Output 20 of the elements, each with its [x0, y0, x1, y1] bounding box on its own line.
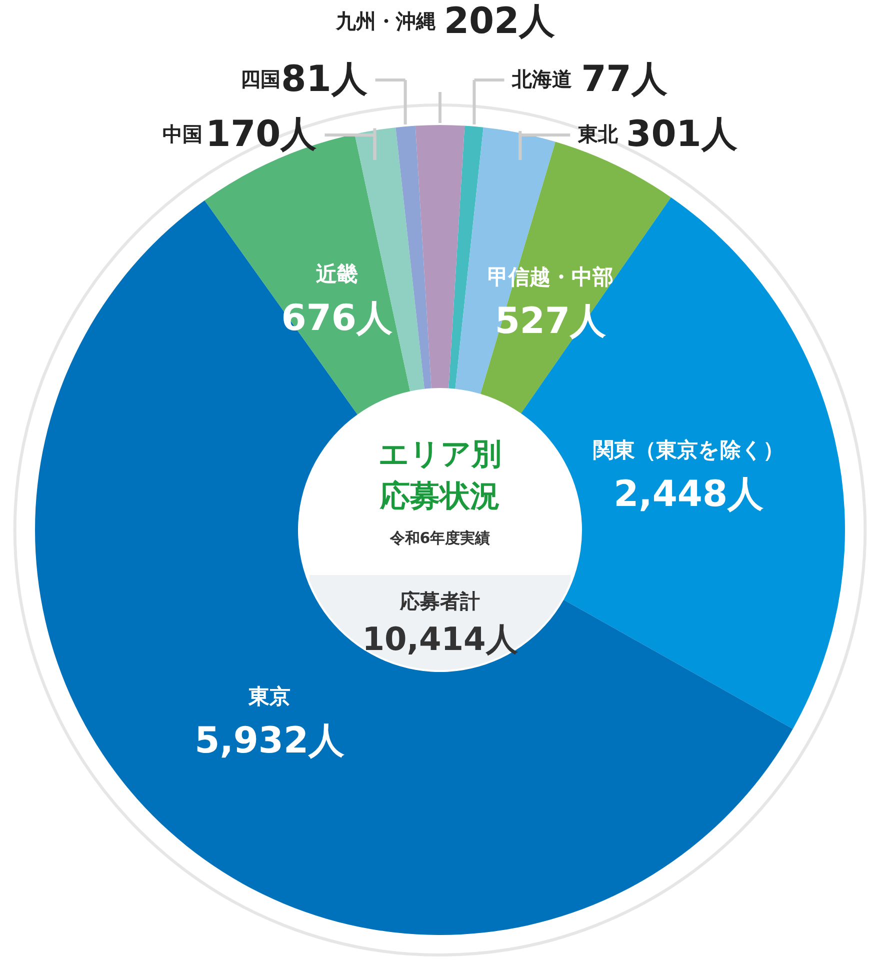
data-label: 81人 [281, 59, 368, 100]
text: エリア別応募状況 [378, 437, 502, 514]
slice-label: 北海道 [511, 67, 572, 91]
slice-label: 四国 [240, 67, 280, 91]
data-label: 202人 [444, 1, 556, 42]
slice-label: 東北 [577, 122, 620, 146]
data-label: 676人 [281, 298, 392, 339]
slice-label: 東京 [248, 684, 291, 709]
data-label: 2,448人 [614, 474, 764, 516]
data-label: 170人 [206, 114, 317, 155]
slice-label: 九州・沖縄 [335, 9, 436, 33]
slice-label: 関東（東京を除く） [593, 438, 784, 462]
text: 10,414人 [362, 620, 519, 658]
data-label: 301人 [626, 114, 738, 155]
text: 応募者計 [399, 589, 480, 613]
data-label: 77人 [581, 59, 668, 100]
data-label: 5,932人 [194, 720, 345, 762]
slice-label: 中国 [162, 122, 203, 146]
slice-label: 近畿 [314, 262, 358, 286]
text: 令和6年度実績 [388, 529, 490, 547]
